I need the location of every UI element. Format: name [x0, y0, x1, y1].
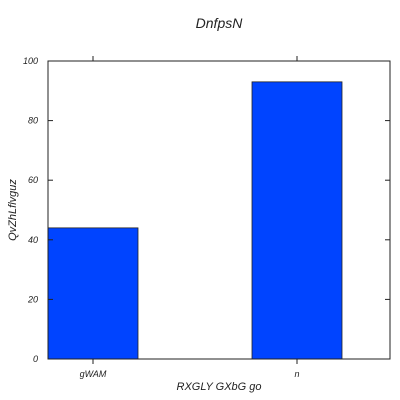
bar-gWAM [47, 227, 139, 360]
x-axis-label: RXGLY GXbG go [177, 381, 262, 393]
chart-title: DnfpsN [196, 15, 244, 31]
x-tick-label: n [294, 369, 299, 379]
y-tick-label: 60 [28, 175, 38, 185]
x-tick-label: gWAM [80, 369, 107, 379]
bar-n [251, 81, 343, 360]
y-axis-label: QvZhLflvguz [7, 179, 19, 241]
y-tick-label: 40 [28, 235, 38, 245]
bars-group [47, 81, 343, 360]
y-tick-label: 80 [28, 116, 38, 126]
y-tick-label: 0 [33, 354, 38, 364]
x-axis-ticks: gWAM n [80, 56, 300, 379]
y-tick-label: 100 [23, 56, 38, 66]
y-axis-ticks: 0 20 40 60 80 100 [23, 56, 390, 364]
plot-frame [47, 60, 391, 360]
y-tick-label: 20 [27, 294, 38, 304]
